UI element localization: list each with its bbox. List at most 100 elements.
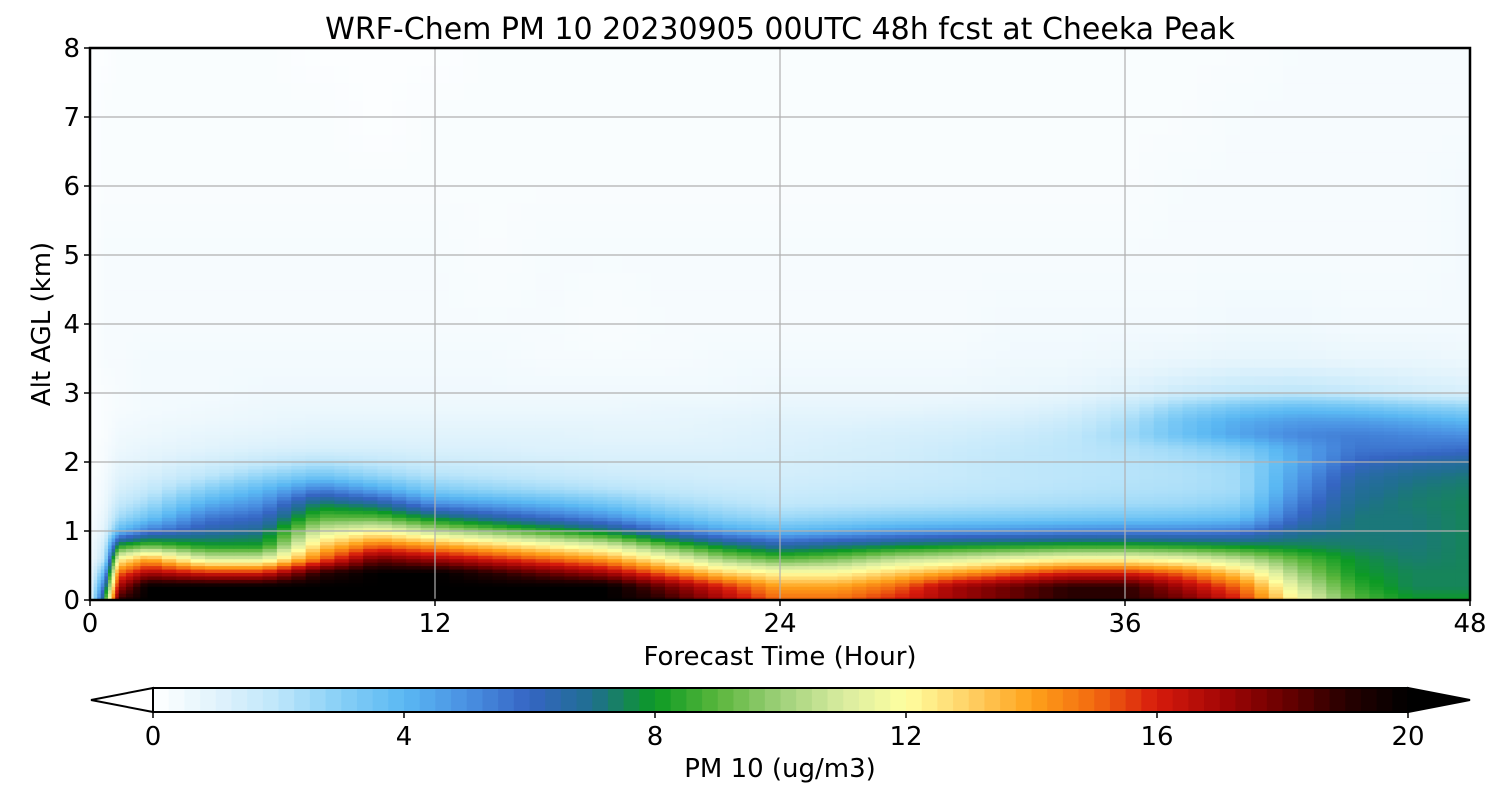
heatmap-cell [578, 475, 594, 480]
heatmap-cell [100, 437, 105, 442]
heatmap-cell [1340, 458, 1356, 463]
heatmap-cell [140, 596, 149, 600]
heatmap-cell [276, 513, 292, 518]
heatmap-cell [1153, 499, 1169, 504]
heatmap-cell [348, 544, 364, 549]
heatmap-cell [1311, 534, 1327, 539]
heatmap-cell [363, 548, 379, 553]
heatmap-cell [478, 579, 494, 584]
heatmap-cell [794, 434, 810, 439]
heatmap-cell [348, 579, 364, 584]
heatmap-cell [262, 568, 278, 573]
heatmap-cell [463, 589, 479, 594]
heatmap-cell [1268, 468, 1284, 473]
heatmap-cell [1081, 499, 1097, 504]
heatmap-cell [665, 562, 680, 567]
heatmap-cell [363, 541, 379, 546]
heatmap-cell [593, 568, 609, 573]
heatmap-cell [133, 517, 141, 522]
heatmap-cell [966, 441, 982, 446]
heatmap-cell [1153, 544, 1169, 549]
heatmap-cell [895, 458, 910, 463]
heatmap-cell [133, 579, 141, 584]
heatmap-cell [607, 496, 623, 501]
heatmap-cell [880, 555, 896, 560]
heatmap-cell [780, 527, 795, 532]
heatmap-cell [621, 455, 637, 460]
heatmap-cell [161, 551, 177, 556]
heatmap-cell [118, 572, 127, 577]
heatmap-cell [104, 565, 109, 570]
heatmap-cell [923, 465, 939, 470]
heatmap-cell [895, 555, 910, 560]
heatmap-cell [550, 579, 565, 584]
heatmap-cell [291, 575, 307, 580]
heatmap-cell [866, 534, 882, 539]
heatmap-cell [1081, 503, 1097, 508]
heatmap-cell [1225, 565, 1241, 570]
heatmap-cell [1441, 434, 1457, 439]
heatmap-cell [593, 531, 609, 536]
heatmap-cell [334, 551, 350, 556]
heatmap-cell [391, 558, 407, 563]
heatmap-cell [205, 596, 220, 600]
heatmap-cell [93, 541, 98, 546]
heatmap-cell [176, 579, 192, 584]
heatmap-cell [593, 548, 609, 553]
heatmap-cell [1311, 441, 1327, 446]
heatmap-cell [377, 462, 393, 467]
heatmap-cell [449, 544, 465, 549]
heatmap-cell [880, 558, 896, 563]
heatmap-cell [780, 548, 795, 553]
heatmap-cell [334, 458, 350, 463]
heatmap-cell [1081, 551, 1097, 556]
heatmap-cell [1297, 489, 1313, 494]
heatmap-cell [607, 541, 623, 546]
heatmap-cell [952, 472, 968, 477]
heatmap-cell [1081, 537, 1097, 542]
heatmap-cell [111, 527, 116, 532]
heatmap-cell [1412, 572, 1428, 577]
heatmap-cell [305, 468, 321, 473]
heatmap-cell [391, 444, 407, 449]
heatmap-cell [406, 527, 422, 532]
heatmap-cell [1139, 579, 1155, 584]
heatmap-cell [93, 489, 98, 494]
heatmap-cell [679, 582, 695, 587]
heatmap-cell [1096, 472, 1112, 477]
heatmap-cell [1024, 444, 1040, 449]
heatmap-cell [1268, 572, 1284, 577]
heatmap-cell [1326, 513, 1342, 518]
heatmap-cell [276, 520, 292, 525]
heatmap-cell [161, 496, 177, 501]
heatmap-cell [147, 451, 163, 456]
heatmap-cell [1240, 551, 1255, 556]
heatmap-cell [1311, 582, 1327, 587]
heatmap-cell [765, 486, 781, 491]
heatmap-cell [650, 496, 666, 501]
heatmap-cell [837, 593, 853, 598]
heatmap-cell [1254, 482, 1270, 487]
heatmap-cell [147, 548, 163, 553]
heatmap-cell [320, 499, 335, 504]
heatmap-cell [1053, 513, 1069, 518]
heatmap-cell [952, 465, 968, 470]
heatmap-cell [1240, 482, 1255, 487]
heatmap-cell [636, 503, 652, 508]
heatmap-cell [161, 448, 177, 453]
heatmap-cell [650, 520, 666, 525]
heatmap-cell [93, 527, 98, 532]
heatmap-cell [1110, 444, 1126, 449]
heatmap-cell [823, 531, 839, 536]
heatmap-cell [808, 575, 824, 580]
heatmap-cell [564, 482, 580, 487]
heatmap-cell [348, 582, 364, 587]
heatmap-cell [506, 537, 522, 542]
heatmap-cell [909, 472, 925, 477]
heatmap-cell [100, 482, 105, 487]
heatmap-cell [478, 465, 494, 470]
heatmap-cell [1268, 534, 1284, 539]
heatmap-cell [1355, 589, 1370, 594]
heatmap-cell [363, 506, 379, 511]
heatmap-cell [161, 541, 177, 546]
